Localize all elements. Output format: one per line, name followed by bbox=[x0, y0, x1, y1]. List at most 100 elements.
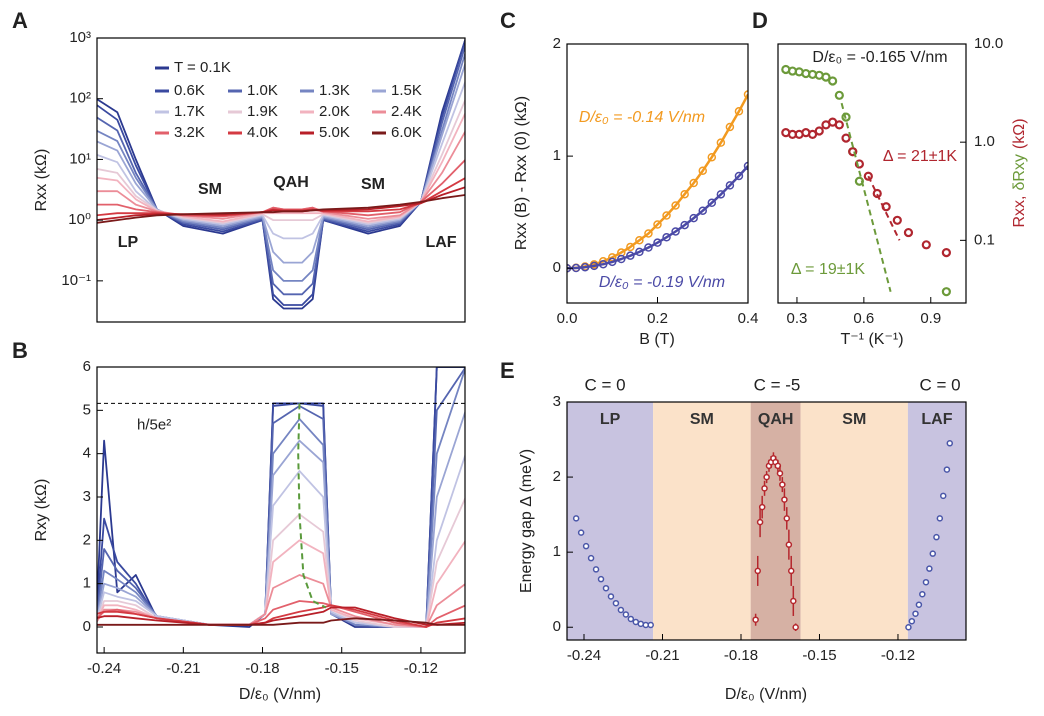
annotation: Δ = 21±1K bbox=[883, 148, 958, 165]
x-tick-label: 0.9 bbox=[920, 310, 941, 327]
data-point bbox=[933, 533, 940, 541]
data-point bbox=[841, 133, 851, 143]
plot-area bbox=[572, 440, 954, 631]
data-point bbox=[903, 227, 914, 238]
fit-line bbox=[840, 102, 892, 292]
data-point bbox=[787, 567, 795, 575]
data-point bbox=[627, 615, 635, 623]
data-point bbox=[926, 565, 933, 572]
data-point bbox=[779, 481, 786, 488]
data-point bbox=[752, 616, 759, 623]
data-point bbox=[863, 171, 873, 181]
y-tick-label: 3 bbox=[553, 393, 561, 410]
series-line bbox=[97, 496, 465, 628]
y-tick-label: 2 bbox=[83, 531, 91, 548]
plot-area bbox=[97, 367, 465, 628]
data-point bbox=[814, 126, 824, 136]
series-label: D/ε₀ = -0.14 V/nm bbox=[579, 109, 705, 126]
data-point bbox=[587, 554, 595, 562]
data-point bbox=[707, 198, 717, 208]
y-tick-label: 2 bbox=[553, 35, 561, 52]
annotation: SM bbox=[361, 176, 385, 193]
y-tick-label: 10⁻¹ bbox=[61, 272, 91, 289]
data-point bbox=[580, 262, 590, 272]
data-point bbox=[716, 138, 726, 147]
data-point bbox=[848, 147, 858, 157]
data-point bbox=[756, 518, 764, 526]
data-point bbox=[807, 129, 818, 139]
y-tick-label: 10² bbox=[69, 90, 91, 107]
y-tick-label: 6 bbox=[83, 358, 91, 375]
y-axis-label: Energy gap Δ (meV) bbox=[518, 449, 535, 593]
data-point bbox=[821, 72, 831, 82]
y-tick-label: 0 bbox=[553, 259, 561, 276]
data-point bbox=[734, 171, 744, 181]
x-tick-label: 0.4 bbox=[738, 310, 759, 327]
x-tick-label: 0.2 bbox=[647, 310, 668, 327]
data-point bbox=[647, 621, 654, 629]
y-axis-label: Rxx (kΩ) bbox=[33, 149, 50, 212]
annotation: D/ε₀ = -0.165 V/nm bbox=[812, 49, 947, 66]
data-point bbox=[854, 159, 864, 169]
series-line bbox=[97, 617, 465, 626]
y-tick-label: 1 bbox=[83, 575, 91, 592]
data-point bbox=[698, 206, 707, 215]
x-tick-label: -0.24 bbox=[567, 647, 601, 664]
y2-axis-label-part: δRxy bbox=[1011, 154, 1028, 190]
data-point bbox=[939, 492, 947, 500]
data-point bbox=[758, 503, 766, 511]
plot-frame bbox=[96, 366, 466, 654]
data-point bbox=[763, 473, 770, 481]
data-point bbox=[589, 261, 599, 271]
data-point bbox=[912, 610, 919, 617]
y-tick-label: 10³ bbox=[69, 29, 91, 46]
region-label: SM bbox=[842, 411, 866, 428]
data-point bbox=[612, 599, 620, 607]
data-point bbox=[671, 227, 680, 236]
plot-area bbox=[567, 90, 748, 273]
reference-label: h/5e² bbox=[137, 416, 171, 433]
top-label: C = 0 bbox=[584, 375, 625, 394]
series-line bbox=[97, 604, 465, 628]
data-point bbox=[716, 190, 726, 199]
annotation: QAH bbox=[273, 174, 309, 191]
y-axis-label: Rxy (kΩ) bbox=[33, 479, 50, 542]
region bbox=[653, 402, 751, 640]
y2-axis-label-part: Rxx, bbox=[1011, 196, 1028, 228]
series-line bbox=[97, 177, 465, 217]
legend-label: 1.5K bbox=[391, 82, 422, 99]
data-point bbox=[653, 238, 662, 247]
legend-label: 1.3K bbox=[319, 82, 350, 99]
y-tick-label: 10⁰ bbox=[68, 211, 91, 228]
series-label: D/ε₀ = -0.19 V/nm bbox=[599, 274, 725, 291]
guide-line bbox=[297, 403, 327, 609]
top-label: C = -5 bbox=[754, 375, 801, 394]
y-axis-label: Rxx (B) - Rxx (0) (kΩ) bbox=[513, 96, 530, 250]
data-point bbox=[635, 235, 644, 245]
x-axis-label: B (T) bbox=[639, 331, 675, 348]
data-point bbox=[919, 590, 926, 598]
data-point bbox=[607, 593, 615, 600]
data-point bbox=[637, 620, 645, 628]
x-tick-label: 0.6 bbox=[853, 310, 874, 327]
y-tick-label: 10.0 bbox=[974, 35, 1003, 52]
series-line bbox=[97, 574, 465, 628]
panel-letter: C bbox=[500, 8, 516, 33]
fit-line bbox=[867, 175, 901, 241]
legend-label: T = 0.1K bbox=[174, 59, 231, 76]
legend-label: 2.0K bbox=[319, 103, 350, 120]
y-tick-label: 10¹ bbox=[69, 150, 91, 167]
data-point bbox=[754, 567, 761, 575]
legend-label: 0.6K bbox=[174, 82, 205, 99]
data-point bbox=[781, 496, 788, 503]
panel-letter: A bbox=[12, 8, 28, 33]
legend-label: 4.0K bbox=[247, 124, 278, 141]
annotation: SM bbox=[198, 181, 222, 198]
plot-frame bbox=[96, 37, 466, 323]
region-label: QAH bbox=[758, 411, 794, 428]
annotation: Δ = 19±1K bbox=[791, 261, 866, 278]
x-axis-label: T⁻¹ (K⁻¹) bbox=[840, 331, 903, 348]
data-point bbox=[626, 251, 635, 260]
region-label: LAF bbox=[921, 411, 952, 428]
region bbox=[800, 402, 908, 640]
